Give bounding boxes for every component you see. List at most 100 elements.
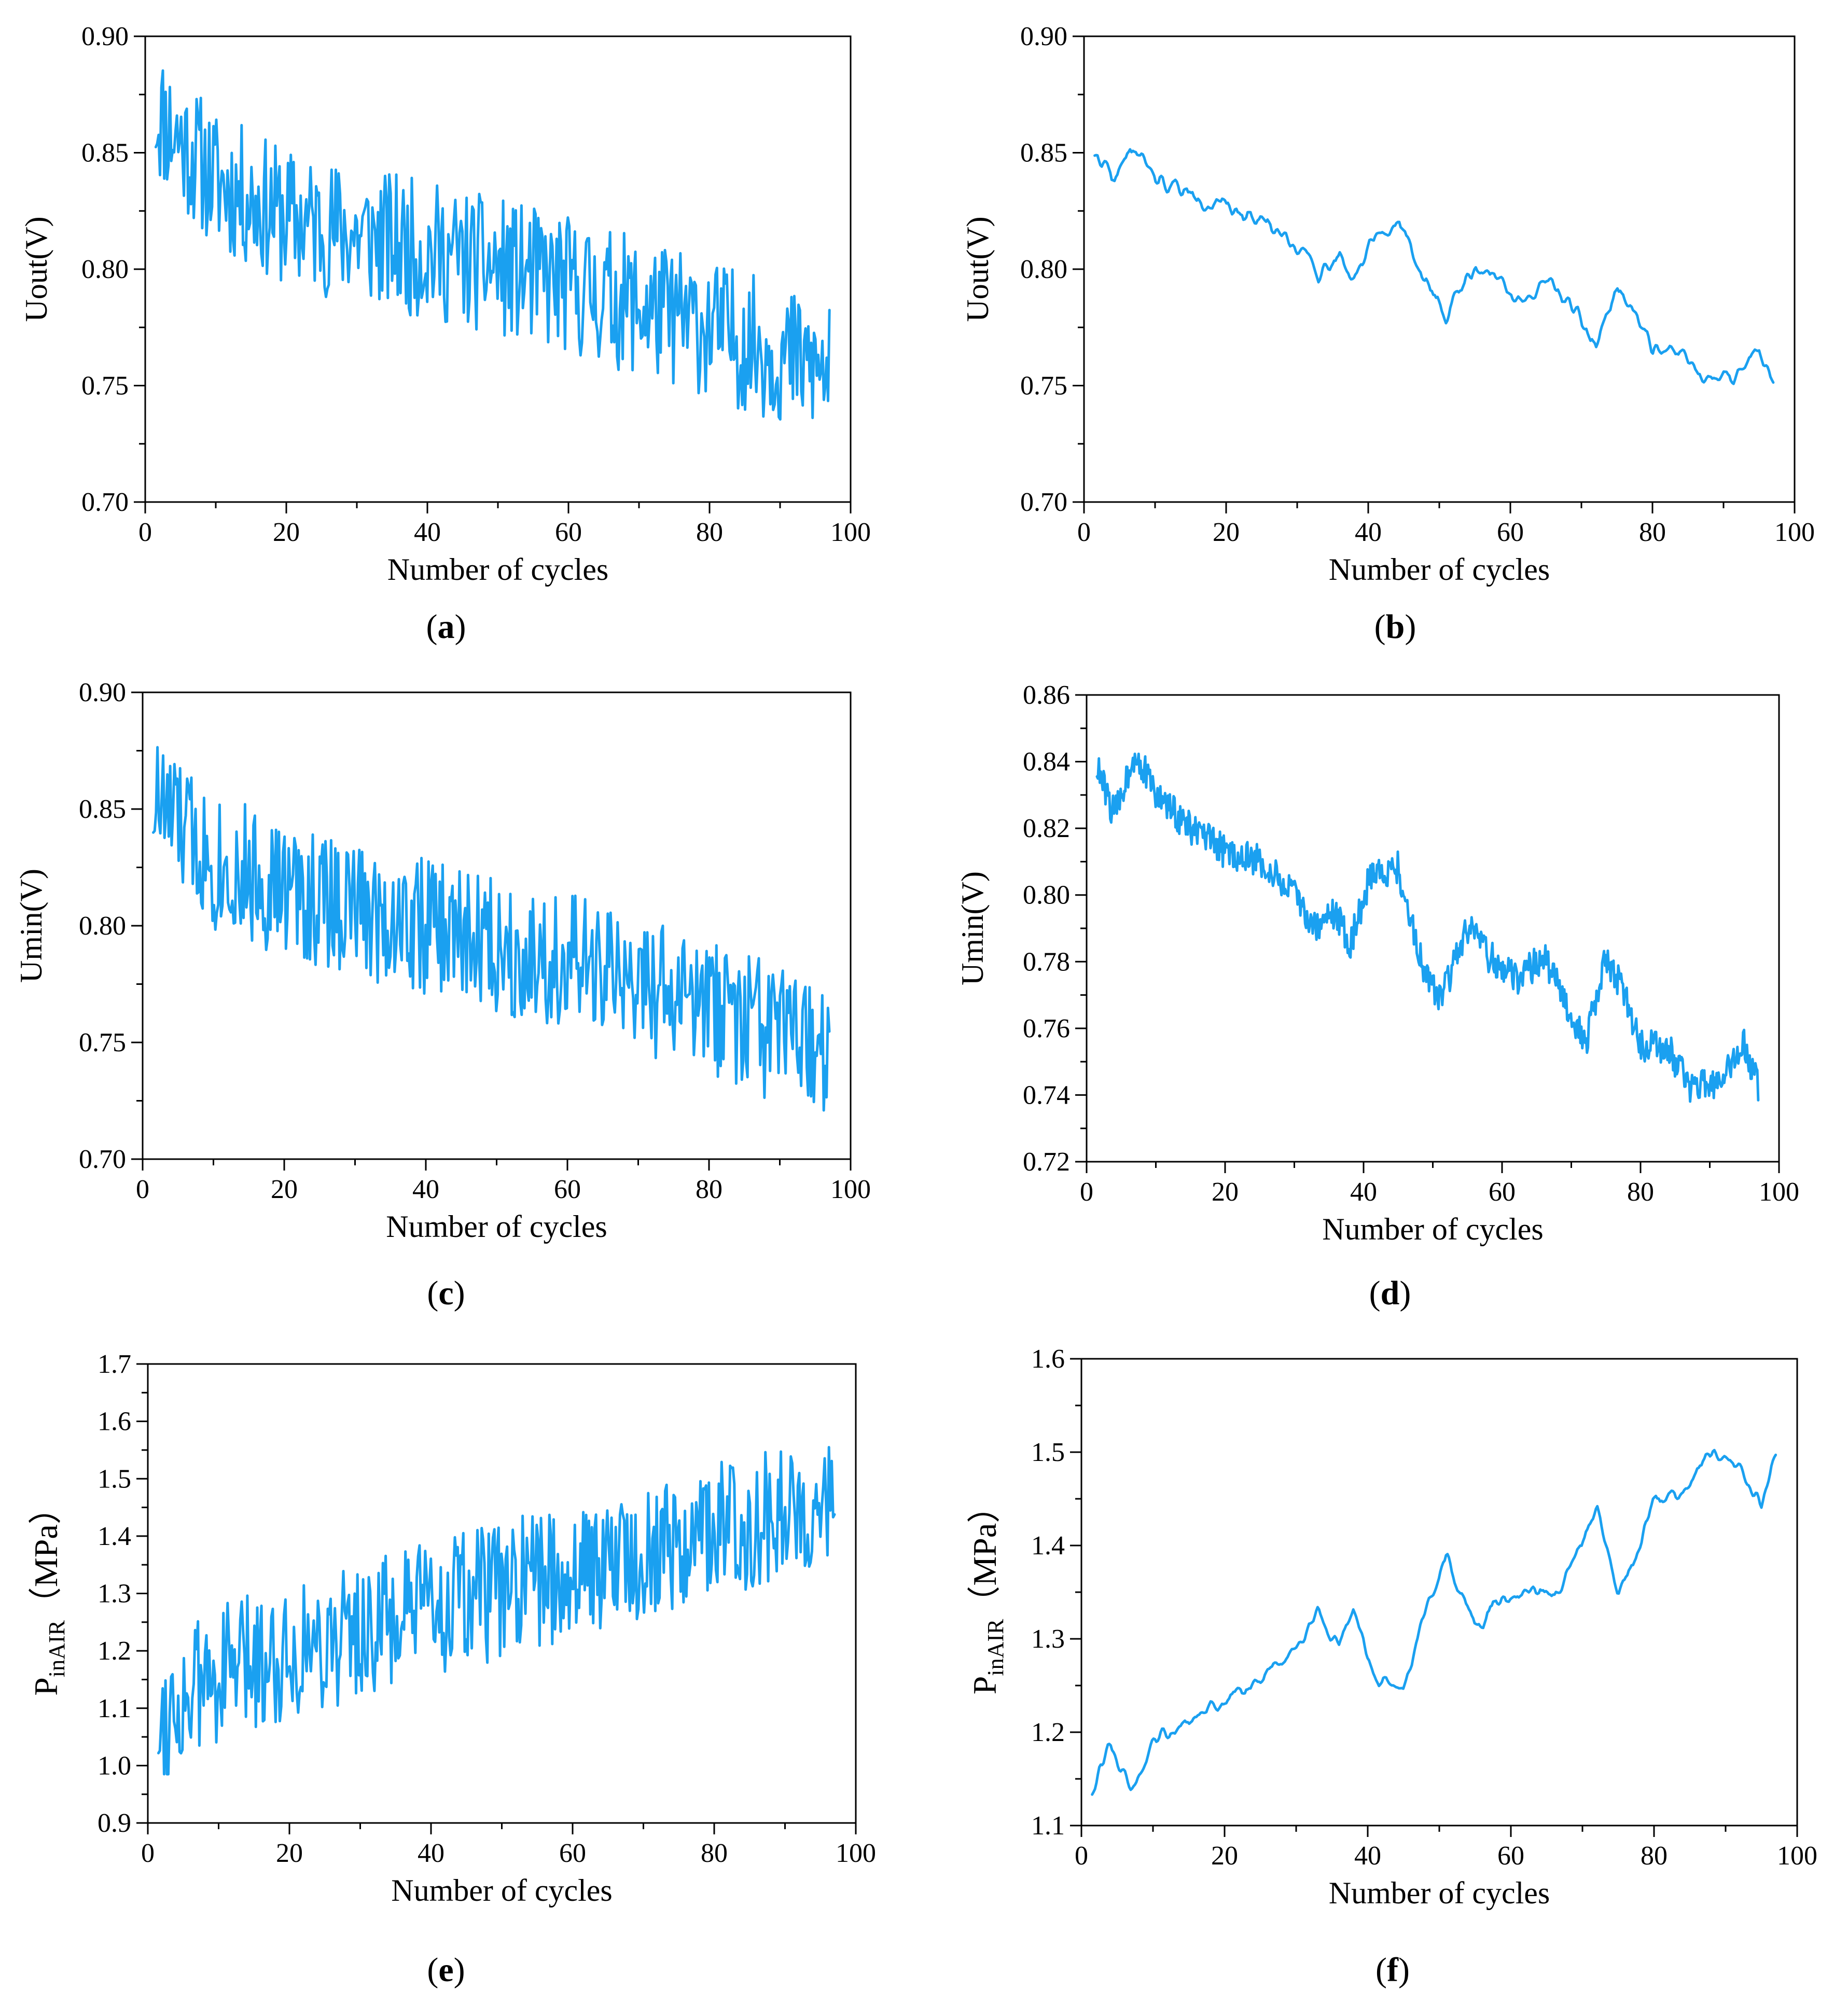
y-axis-label-main: Umin(V) [14,869,48,983]
y-tick-label: 1.3 [98,1579,131,1609]
caption-paren-close: ) [454,1274,465,1312]
y-tick-label: 0.85 [81,138,129,168]
caption-paren-open: ( [1369,1274,1381,1312]
y-axis-label: PinAIR（MPa） [27,1491,70,1696]
y-tick-label: 0.80 [1023,881,1070,910]
panel-caption-e: (e) [427,1951,465,1989]
caption-paren-open: ( [1374,608,1386,646]
x-tick-label: 100 [1759,1177,1799,1207]
y-tick-label: 0.75 [1020,371,1067,401]
series-line-e [157,1446,836,1776]
x-axis-label: Number of cycles [386,1209,607,1244]
x-tick-label: 20 [271,1175,298,1204]
y-tick-label: 1.6 [1031,1344,1065,1374]
y-tick-label: 0.72 [1023,1147,1070,1177]
caption-letter: b [1386,608,1405,646]
x-axis-label: Number of cycles [391,1873,613,1907]
panel-caption-c: (c) [427,1274,465,1312]
series-line-f [1091,1449,1777,1796]
x-axis-label: Number of cycles [1329,1876,1550,1910]
y-axis-label-subscript: inAIR [44,1620,70,1678]
x-axis-label: Number of cycles [1329,552,1550,587]
caption-paren-close: ) [455,608,466,646]
y-tick-label: 0.85 [1020,138,1067,168]
y-tick-label: 0.90 [81,22,129,51]
x-axis-label: Number of cycles [387,552,609,587]
x-tick-label: 20 [1211,1841,1238,1871]
y-tick-label: 1.0 [98,1751,131,1780]
caption-paren-open: ( [1375,1951,1387,1989]
x-tick-label: 100 [1774,518,1815,547]
y-tick-label: 0.76 [1023,1014,1070,1043]
x-tick-label: 40 [1354,1841,1381,1871]
x-tick-label: 40 [1355,518,1382,547]
y-tick-label: 0.80 [1020,255,1067,284]
y-axis-label: Umin(V) [14,869,48,983]
caption-letter: d [1381,1274,1400,1312]
y-tick-label: 0.78 [1023,947,1070,977]
x-tick-label: 80 [696,518,723,547]
caption-letter: e [438,1951,453,1989]
x-tick-label: 0 [1077,518,1091,547]
x-tick-label: 80 [1641,1841,1668,1871]
y-tick-label: 0.9 [98,1808,131,1838]
x-tick-label: 40 [412,1175,439,1204]
x-tick-label: 20 [1212,1177,1239,1207]
caption-paren-close: ) [1405,608,1416,646]
x-tick-label: 40 [414,518,441,547]
caption-paren-close: ) [454,1951,465,1989]
x-tick-label: 0 [136,1175,149,1204]
y-tick-label: 0.80 [81,255,129,284]
y-tick-label: 0.84 [1023,747,1070,777]
x-tick-label: 20 [1213,518,1240,547]
x-tick-label: 80 [1639,518,1666,547]
x-tick-label: 0 [1075,1841,1088,1871]
panel-caption-f: (f) [1375,1951,1410,1989]
y-axis-label: Uout(V) [19,216,53,322]
x-tick-label: 40 [1350,1177,1377,1207]
y-tick-label: 0.75 [79,1028,126,1057]
y-axis-label-main: Uout(V) [961,216,995,322]
panel-caption-d: (d) [1369,1274,1411,1312]
y-tick-label: 1.1 [98,1694,131,1723]
caption-letter: c [438,1274,453,1312]
caption-letter: f [1387,1951,1399,1989]
y-tick-label: 0.70 [79,1145,126,1174]
caption-paren-open: ( [426,608,438,646]
x-tick-label: 0 [138,518,152,547]
series-line-c [152,746,831,1112]
x-tick-label: 80 [701,1839,728,1868]
caption-paren-close: ) [1398,1951,1410,1989]
y-tick-label: 0.70 [81,488,129,517]
x-tick-label: 20 [273,518,300,547]
y-axis-label-unit: （MPa） [966,1490,1003,1619]
x-tick-label: 100 [830,1175,871,1204]
y-tick-label: 1.7 [98,1349,131,1379]
y-tick-label: 0.85 [79,795,126,824]
y-tick-label: 1.2 [98,1636,131,1666]
plot-frame-f [1080,1358,1798,1827]
y-tick-label: 0.82 [1023,814,1070,843]
panel-f: 0 20 40 60 80 100 1.1 1.2 1.3 1.4 1.5 1.6 Number of … [966,1344,1817,1989]
plot-frame-b [1083,35,1796,503]
y-axis-label-subscript: inAIR [983,1619,1008,1676]
panel-caption-b: (b) [1374,608,1416,646]
x-tick-label: 80 [696,1175,722,1204]
y-tick-label: 1.1 [1031,1811,1065,1841]
x-tick-label: 60 [559,1839,586,1868]
x-tick-label: 80 [1627,1177,1654,1207]
y-tick-label: 1.4 [98,1522,131,1551]
y-axis-label: Umin(V) [955,871,990,985]
y-tick-label: 0.70 [1020,488,1067,517]
series-line-d [1095,753,1760,1103]
caption-paren-open: ( [427,1274,438,1312]
x-tick-label: 60 [1497,518,1524,547]
y-axis-label: PinAIR（MPa） [966,1490,1008,1695]
x-tick-label: 100 [836,1839,876,1868]
panel-caption-a: (a) [426,608,466,646]
y-tick-label: 0.80 [79,911,126,941]
panel-b: 0 20 40 60 80 100 0.70 0.75 0.80 0.85 0.90 Number o… [961,22,1815,646]
y-tick-label: 1.4 [1031,1531,1065,1561]
y-tick-label: 1.6 [98,1407,131,1437]
panel-e: 0 20 40 60 80 100 0.9 1.0 1.1 1.2 1.3 1.4 1.5 1.6 1.7 N… [27,1349,876,1989]
